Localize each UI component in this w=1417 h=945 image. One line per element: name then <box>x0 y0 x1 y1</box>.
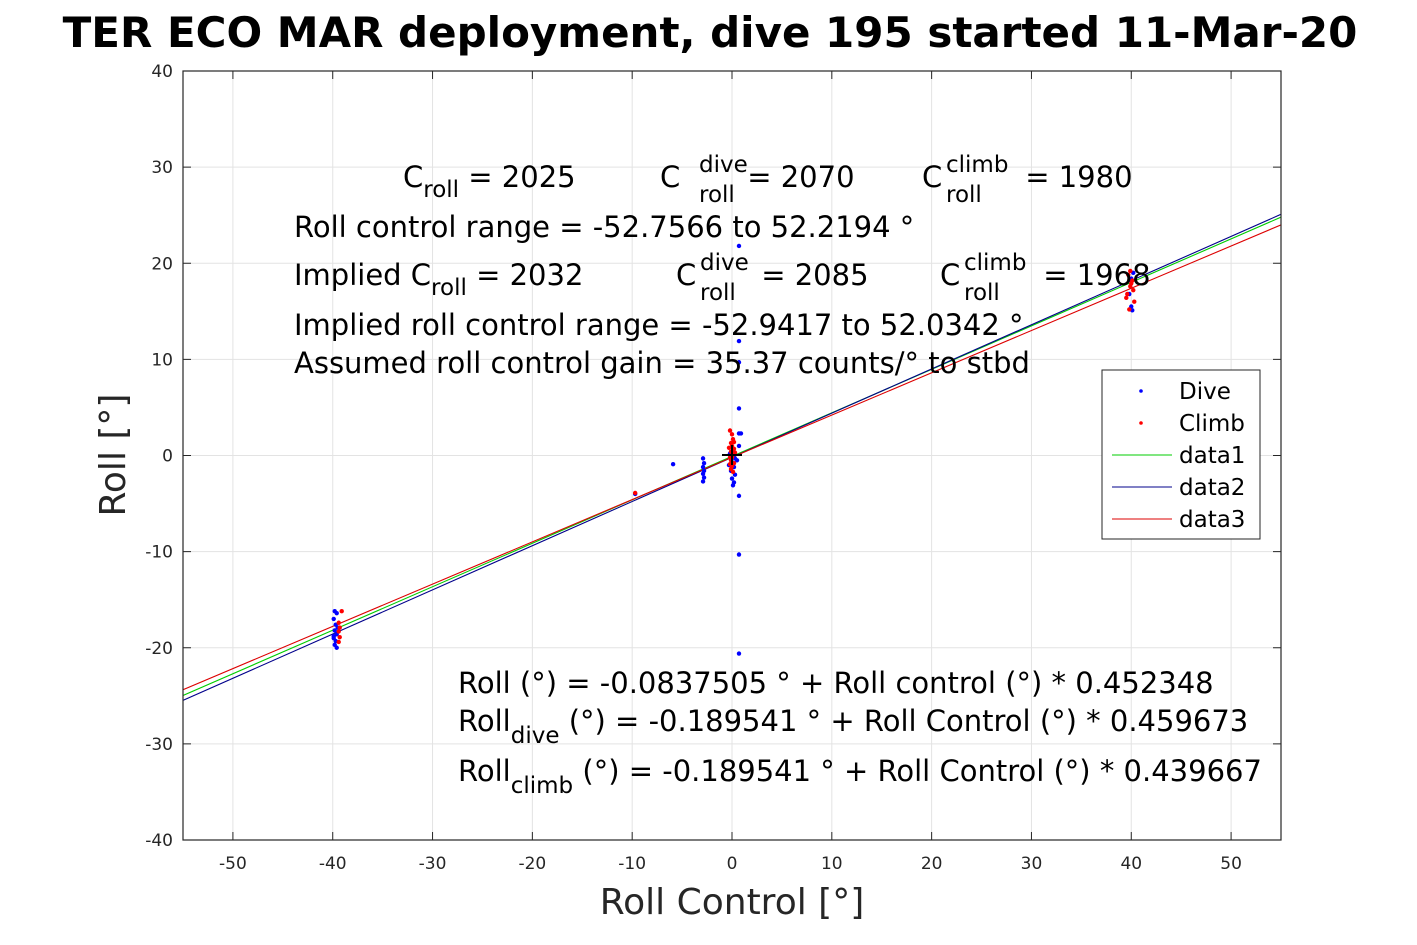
point-dive <box>700 479 706 484</box>
y-tick-label: 30 <box>151 158 173 178</box>
point-dive <box>734 458 740 463</box>
y-tick-label: -20 <box>145 639 173 659</box>
y-tick-label: -10 <box>145 543 173 563</box>
y-tick-label: 0 <box>162 447 173 467</box>
point-dive <box>730 483 736 488</box>
point-climb <box>1126 272 1131 277</box>
legend-label-data2: data2 <box>1179 475 1245 501</box>
y-axis-label: Roll [°] <box>93 394 134 517</box>
x-tick-label: -40 <box>319 854 347 874</box>
annotation-fit-dive: Rolldive (°) = -0.189541 ° + Roll Contro… <box>458 704 1248 749</box>
point-dive <box>670 461 676 467</box>
point-climb <box>1129 281 1134 286</box>
x-tick-label: -50 <box>219 854 247 874</box>
point-dive <box>331 634 336 639</box>
point-climb <box>336 620 341 625</box>
y-tick-label: -30 <box>145 735 173 755</box>
point-climb <box>1132 299 1137 304</box>
legend-label-data1: data1 <box>1179 443 1245 469</box>
point-climb <box>731 439 737 445</box>
point-climb <box>1125 291 1130 297</box>
annotation-fit-all: Roll (°) = -0.0837505 ° + Roll control (… <box>458 666 1214 700</box>
annotation-roll-control-range: Roll control range = -52.7566 to 52.2194… <box>294 210 914 244</box>
chart-title: TER ECO MAR deployment, dive 195 started… <box>63 8 1358 57</box>
annotation-c-roll: Croll = 2025 <box>403 160 576 203</box>
x-tick-label: -10 <box>618 854 646 874</box>
point-dive <box>701 475 707 480</box>
point-dive <box>736 406 742 411</box>
point-climb <box>336 629 341 634</box>
legend-label-dive: Dive <box>1179 379 1231 405</box>
x-tick-label: 40 <box>1120 854 1142 874</box>
x-tick-label: -30 <box>419 854 447 874</box>
x-tick-label: 20 <box>921 854 943 874</box>
point-dive <box>736 493 742 499</box>
point-dive <box>736 338 742 344</box>
x-tick-label: 10 <box>821 854 843 874</box>
axis-ticks: -50 -40 -30 -20 -10 0 10 20 30 40 50 -40 -30 -20 -10 0 1… <box>145 62 1281 874</box>
x-tick-label: 50 <box>1220 854 1242 874</box>
y-tick-label: -40 <box>145 831 173 851</box>
x-tick-label: 0 <box>727 854 738 874</box>
point-climb <box>1128 268 1133 274</box>
point-dive <box>331 616 336 622</box>
point-dive <box>334 645 339 650</box>
y-tick-label: 20 <box>151 254 173 274</box>
point-dive <box>736 243 742 249</box>
point-climb <box>1131 287 1136 293</box>
point-dive <box>334 610 339 616</box>
x-tick-label: 30 <box>1021 854 1043 874</box>
legend-marker-climb <box>1139 421 1143 425</box>
point-dive <box>738 431 744 436</box>
y-tick-label: 10 <box>151 350 173 370</box>
point-dive <box>700 471 706 476</box>
point-climb <box>632 490 638 496</box>
point-dive <box>700 464 706 470</box>
annotation-implied-c-roll: Implied Croll = 2032 <box>294 258 583 301</box>
point-dive <box>736 651 742 656</box>
point-climb <box>726 445 732 451</box>
point-climb <box>1127 307 1132 312</box>
point-dive <box>736 443 742 449</box>
point-climb <box>730 469 736 475</box>
point-climb <box>337 625 342 630</box>
point-dive <box>736 360 742 365</box>
point-dive <box>332 628 337 633</box>
y-tick-label: 40 <box>151 62 173 82</box>
annotation-gain: Assumed roll control gain = 35.37 counts… <box>294 346 1030 380</box>
annotation-implied-range: Implied roll control range = -52.9417 to… <box>294 308 1024 342</box>
point-dive <box>700 456 706 461</box>
point-climb <box>336 639 341 645</box>
point-climb <box>727 428 733 433</box>
annotation-fit-climb: Rollclimb (°) = -0.189541 ° + Roll Contr… <box>458 754 1262 799</box>
point-climb <box>339 609 344 614</box>
point-climb <box>1124 295 1129 301</box>
legend: Dive Climb data1 data2 data3 <box>1101 369 1261 540</box>
point-climb <box>337 634 342 640</box>
x-tick-label: -20 <box>518 854 546 874</box>
legend-label-climb: Climb <box>1179 411 1245 437</box>
point-dive <box>736 552 742 557</box>
legend-label-data3: data3 <box>1179 507 1245 533</box>
point-climb <box>729 432 735 437</box>
point-dive <box>701 460 707 466</box>
zero-cross-marker <box>722 445 742 465</box>
legend-marker-dive <box>1139 389 1143 393</box>
point-climb <box>732 450 738 455</box>
x-axis-label: Roll Control [°] <box>600 882 865 923</box>
point-dive <box>729 476 735 481</box>
